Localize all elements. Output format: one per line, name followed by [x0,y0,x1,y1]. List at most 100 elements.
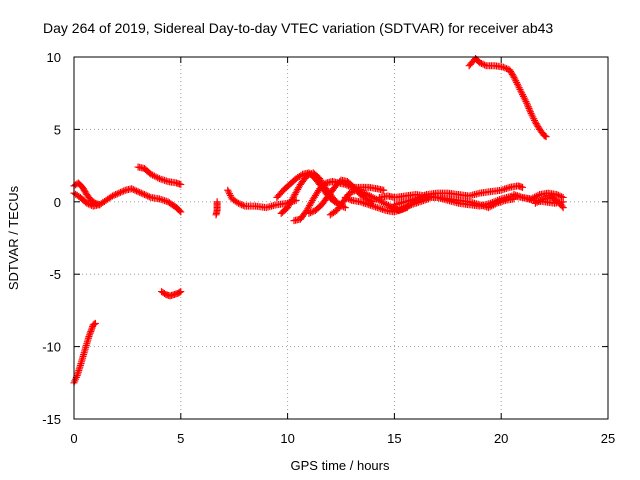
data-point [86,331,94,339]
y-tick-label: 10 [47,50,61,65]
x-axis-label: GPS time / hours [291,458,390,473]
data-point [476,59,484,67]
data-point [341,204,349,212]
data-point [526,108,534,116]
x-tick-label: 0 [70,431,77,446]
data-point [128,185,136,193]
data-point [110,191,118,199]
y-axis-label: SDTVAR / TECUs [6,185,21,290]
data-point [238,201,246,209]
axis-ticks [73,56,609,420]
data-point [116,188,124,196]
data-point [139,190,147,198]
x-tick-label: 5 [177,431,184,446]
y-tick-label: -10 [42,340,61,355]
data-point [558,202,566,210]
data-point [176,207,184,215]
data-point [91,319,99,327]
x-tick-label: 25 [601,431,615,446]
y-tick-labels: -15 -10 -5 0 5 10 [42,50,61,427]
data-point [176,288,184,296]
data-point [83,199,91,207]
data-point [380,186,388,194]
data-point [144,192,152,200]
data-point [87,326,95,334]
data-point [86,329,94,337]
data-point [559,193,567,201]
data-point [556,192,564,200]
data-point [347,188,355,196]
data-point [142,191,150,199]
data-point [349,188,357,196]
data-point [346,196,354,204]
plot-frame [73,56,609,420]
data-point [115,189,123,197]
data-point [346,189,354,197]
data-point [177,288,185,296]
data-point [303,172,311,180]
data-point [542,133,550,141]
data-point [87,327,95,335]
data-point [131,186,139,194]
data-point [519,183,527,191]
y-tick-label: 5 [54,122,61,137]
data-point [88,324,96,332]
data-point [541,132,549,140]
x-tick-labels: 0 5 10 15 20 25 [70,431,615,446]
data-point [86,201,94,209]
data-point [145,193,153,201]
data-point [499,63,507,71]
data-point [559,204,567,212]
data-point [137,189,145,197]
chart-title: Day 264 of 2019, Sidereal Day-to-day VTE… [43,20,553,36]
data-point [341,193,349,201]
data-point [479,60,487,68]
data-point [501,64,509,72]
data-point [481,61,489,69]
data-point [118,188,126,196]
data-point [177,180,185,188]
x-tick-label: 10 [280,431,294,446]
data-point [113,190,121,198]
data-point [558,193,566,201]
data-point [212,211,220,219]
data-point [538,196,546,204]
data-point [154,174,162,182]
data-point [234,199,242,207]
data-point [523,99,531,107]
data-point [85,332,93,340]
data-point [344,195,352,203]
data-point [96,201,104,209]
data-point [134,188,142,196]
data-point [136,188,144,196]
data-point [525,104,533,112]
data-point [406,202,414,210]
data-point [112,191,120,199]
data-point [90,320,98,328]
x-tick-label: 15 [387,431,401,446]
y-tick-label: -5 [49,267,61,282]
data-point [305,209,313,217]
data-point [524,103,532,111]
data-point [503,65,511,73]
data-point [108,192,116,200]
data-point [132,187,140,195]
data-point [526,106,534,114]
data-point [297,171,305,179]
data-point [524,101,532,109]
data-point [343,194,351,202]
data-point [84,200,92,208]
data-point [304,171,312,179]
data-point [509,72,517,80]
y-tick-label: -15 [42,412,61,427]
data-point [177,208,185,216]
data-point [129,185,137,193]
data-point [553,191,561,199]
data-point [308,208,316,216]
data-point [120,187,128,195]
data-point [236,200,244,208]
data-point [554,191,562,199]
data-point [307,209,315,217]
data-points [70,54,567,387]
